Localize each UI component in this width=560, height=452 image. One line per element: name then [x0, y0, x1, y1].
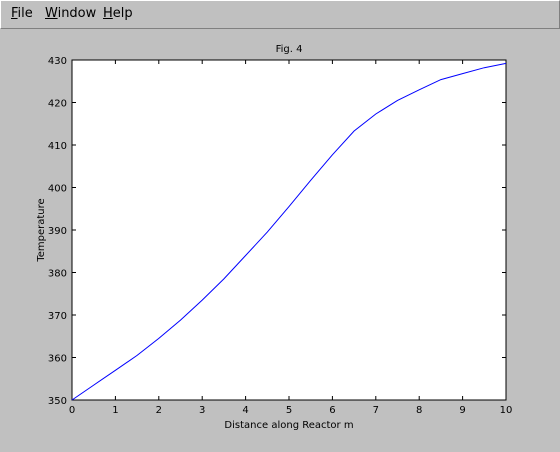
menu-help[interactable]: Help	[103, 6, 133, 21]
figure-area: Fig. 4 Distance along Reactor m Temperat…	[0, 29, 560, 448]
menu-file[interactable]: File	[11, 6, 33, 21]
menu-help-mnemonic: H	[103, 6, 113, 21]
y-tick-label: 430	[48, 56, 67, 67]
x-tick-label: 5	[286, 405, 292, 416]
plot-axes	[71, 59, 507, 401]
x-tick-label: 2	[156, 405, 162, 416]
y-tick-label: 410	[48, 141, 67, 152]
menu-help-label: elp	[112, 6, 133, 21]
x-tick-label: 0	[69, 405, 75, 416]
menu-window-label: indow	[57, 6, 97, 21]
menu-window[interactable]: Window	[45, 6, 96, 21]
x-axis-label: Distance along Reactor m	[224, 420, 353, 431]
menu-file-label: ile	[17, 6, 33, 21]
series-line	[71, 62, 507, 401]
x-tick-label: 1	[112, 405, 118, 416]
chart-title: Fig. 4	[276, 44, 303, 55]
series-layer	[71, 62, 507, 401]
y-tick-label: 370	[48, 311, 67, 322]
menu-window-mnemonic: W	[45, 6, 58, 21]
x-tick-label: 3	[199, 405, 205, 416]
y-tick-label: 390	[48, 226, 67, 237]
x-tick-label: 10	[500, 405, 513, 416]
x-tick-label: 6	[329, 405, 335, 416]
x-tick-label: 8	[416, 405, 422, 416]
menu-bar: File Window Help	[0, 0, 560, 29]
x-tick-label: 9	[459, 405, 465, 416]
y-tick-label: 360	[48, 354, 67, 365]
x-tick-label: 7	[373, 405, 379, 416]
y-tick-label: 350	[48, 396, 67, 407]
axis-ticks: 0 1 2 3 4 5 6 7 8 9 10 350 360 370 380 390 400 410 420 430	[48, 56, 512, 416]
x-tick-label: 4	[242, 405, 248, 416]
menu-file-mnemonic: F	[11, 6, 18, 21]
y-tick-label: 380	[48, 269, 67, 280]
chart: Fig. 4 Distance along Reactor m Temperat…	[36, 44, 512, 431]
y-tick-label: 420	[48, 99, 67, 110]
y-tick-label: 400	[48, 184, 67, 195]
y-axis-label: Temperature	[36, 198, 47, 262]
